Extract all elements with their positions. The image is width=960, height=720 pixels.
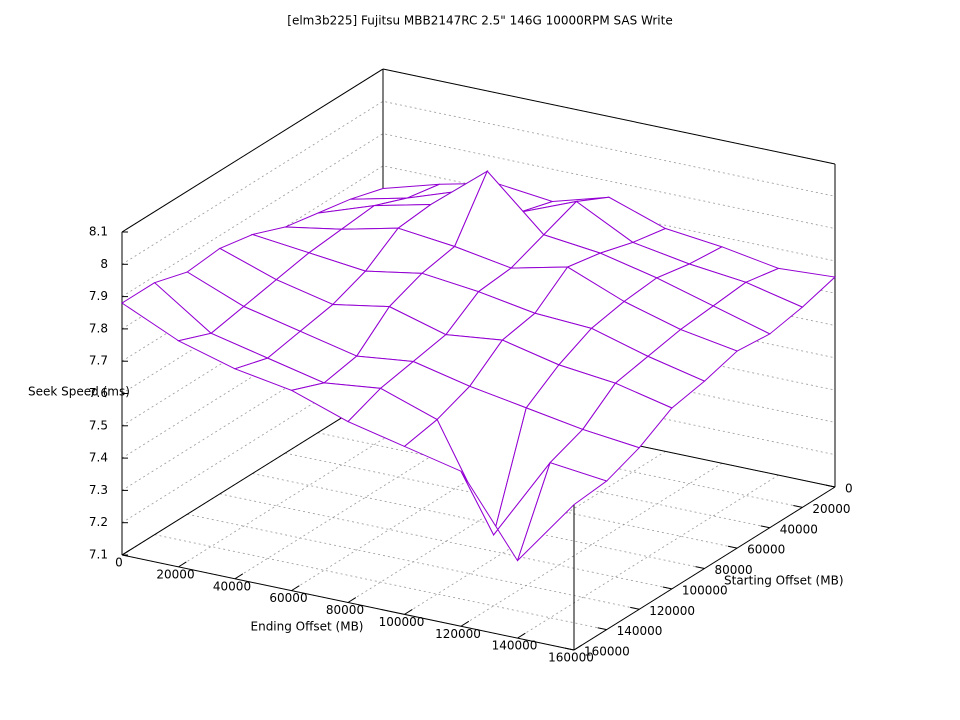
grid-line <box>404 451 666 615</box>
x-tick <box>347 597 357 603</box>
x-tick <box>291 585 300 592</box>
surface-cell <box>517 462 608 561</box>
box-edge <box>382 68 836 165</box>
z-tick-label: 7.9 <box>89 289 108 303</box>
x-tick <box>121 549 131 556</box>
y-tick <box>760 525 770 529</box>
x-tick <box>460 620 470 627</box>
x-tick <box>517 632 526 639</box>
x-axis-label: Ending Offset (MB) <box>251 620 364 634</box>
y-tick-label: 20000 <box>812 502 850 516</box>
y-tick-label: 0 <box>845 482 853 496</box>
grid-line <box>121 359 836 524</box>
grid-line <box>121 133 836 297</box>
y-tick-label: 140000 <box>617 624 663 638</box>
x-tick-label: 100000 <box>379 615 425 629</box>
x-tick <box>234 573 244 580</box>
x-tick <box>404 609 413 615</box>
y-tick-label: 100000 <box>682 583 728 597</box>
y-tick-label: 160000 <box>584 645 630 659</box>
y-tick-label: 120000 <box>649 604 695 618</box>
z-tick-label: 7.2 <box>89 515 108 529</box>
y-tick-label: 60000 <box>747 543 785 557</box>
x-tick-label: 140000 <box>492 639 538 653</box>
z-tick-label: 7.5 <box>89 418 108 432</box>
grid-line <box>460 462 723 627</box>
z-tick-label: 7.7 <box>89 354 108 368</box>
x-tick-label: 60000 <box>269 591 307 605</box>
x-tick-label: 0 <box>115 556 123 570</box>
y-tick <box>825 484 836 488</box>
x-tick-label: 40000 <box>213 579 251 593</box>
z-tick-label: 7.8 <box>89 321 108 335</box>
z-axis-label: Seek Speed (ms) <box>28 385 130 399</box>
x-tick <box>178 561 187 568</box>
y-tick-label: 40000 <box>780 522 818 536</box>
y-tick <box>564 647 575 651</box>
x-tick <box>573 644 583 651</box>
y-tick <box>597 627 607 631</box>
y-tick <box>695 566 705 569</box>
y-tick-label: 80000 <box>715 563 753 577</box>
grid-line <box>219 493 672 590</box>
z-tick-label: 8.1 <box>89 225 108 239</box>
y-tick <box>630 606 640 610</box>
grid-line <box>121 100 836 265</box>
z-tick-label: 7.1 <box>89 548 108 562</box>
z-tick-label: 7.6 <box>89 386 108 400</box>
y-axis-label: Starting Offset (MB) <box>724 574 844 588</box>
z-tick-label: 7.4 <box>89 451 108 465</box>
grid-line <box>121 165 836 330</box>
y-tick <box>727 545 738 549</box>
x-tick-label: 80000 <box>326 603 364 617</box>
grid-line <box>187 513 640 610</box>
chart-title: [elm3b225] Fujitsu MBB2147RC 2.5" 146G 1… <box>287 14 672 28</box>
y-tick <box>793 504 803 508</box>
grid-line <box>154 534 607 631</box>
x-tick-label: 160000 <box>548 651 594 665</box>
z-tick-label: 8 <box>100 257 108 271</box>
z-tick-label: 7.3 <box>89 483 108 497</box>
x-tick-label: 20000 <box>156 567 194 581</box>
y-tick <box>662 586 672 590</box>
box-edge <box>121 391 384 556</box>
grid-line <box>252 473 705 569</box>
box-edge <box>121 68 384 233</box>
grid-line <box>517 474 779 639</box>
x-tick-label: 120000 <box>435 627 481 641</box>
